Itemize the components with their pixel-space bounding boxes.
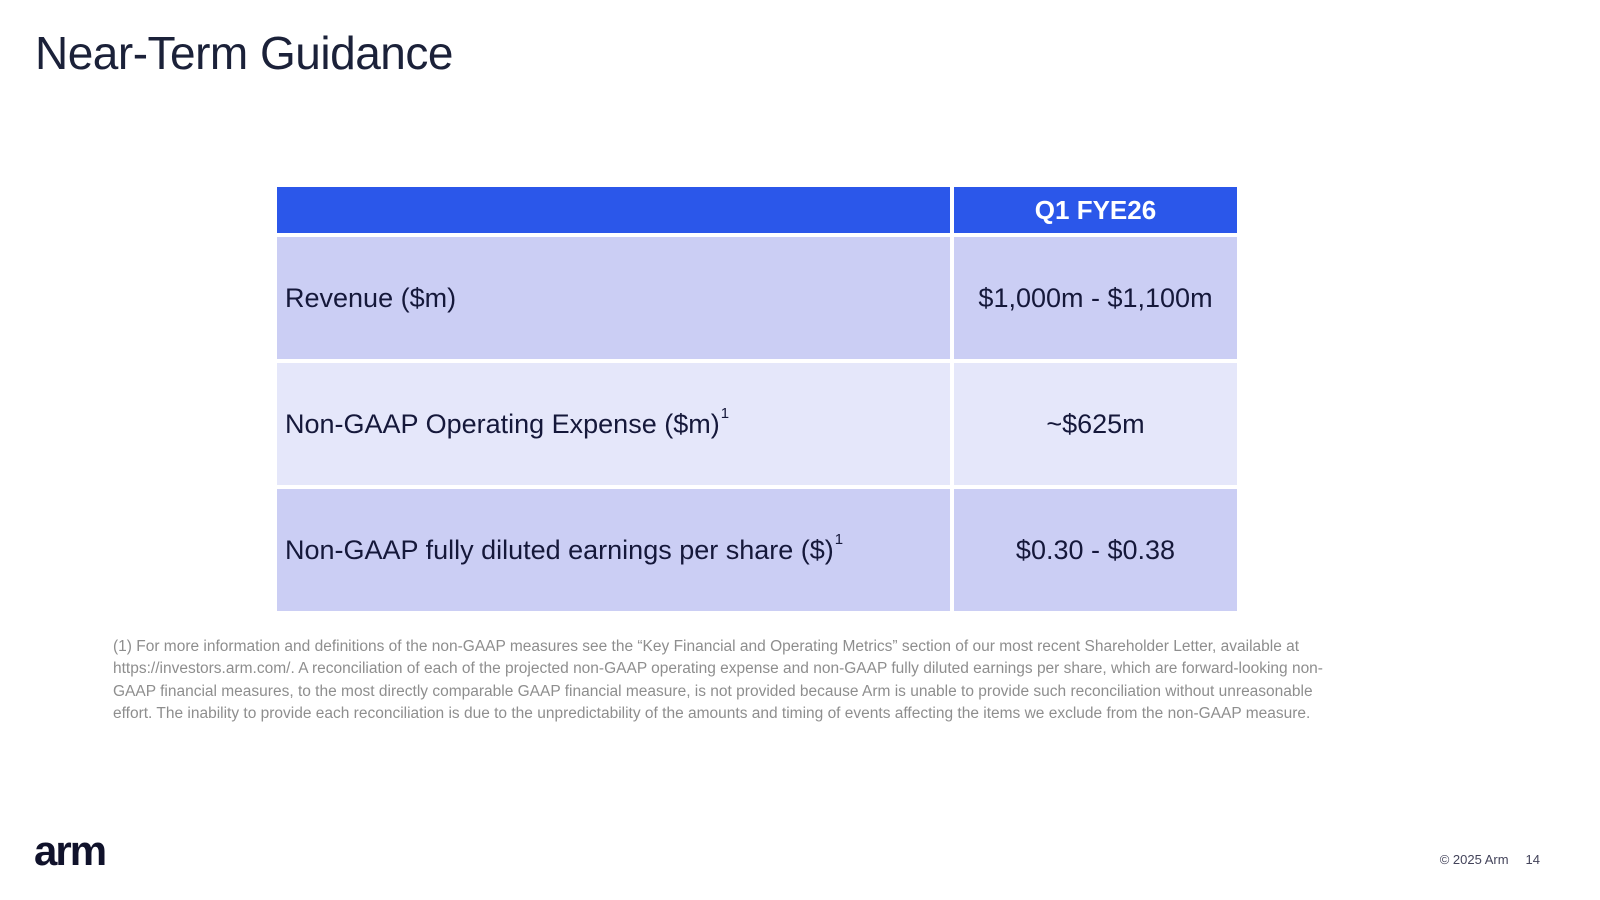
page-number: 14 bbox=[1525, 852, 1540, 867]
table-row-opex: Non-GAAP Operating Expense ($m) 1 ~$625m bbox=[277, 363, 1237, 485]
row-value-cell: $0.30 - $0.38 bbox=[950, 489, 1237, 611]
row-label-cell: Non-GAAP fully diluted earnings per shar… bbox=[277, 489, 950, 611]
table-header-empty-cell bbox=[277, 187, 950, 233]
slide-footer: © 2025 Arm 14 bbox=[1440, 852, 1540, 867]
arm-logo: arm bbox=[34, 827, 107, 874]
table-row-revenue: Revenue ($m) $1,000m - $1,100m bbox=[277, 237, 1237, 359]
footnote-text: (1) For more information and definitions… bbox=[113, 638, 1323, 723]
row-value-cell: $1,000m - $1,100m bbox=[950, 237, 1237, 359]
row-value: $1,000m - $1,100m bbox=[978, 282, 1213, 313]
table-header-row: Q1 FYE26 bbox=[277, 187, 1237, 233]
row-label-cell: Non-GAAP Operating Expense ($m) 1 bbox=[277, 363, 950, 485]
row-label-cell: Revenue ($m) bbox=[277, 237, 950, 359]
row-value: ~$625m bbox=[1046, 408, 1145, 439]
row-value: $0.30 - $0.38 bbox=[1015, 534, 1176, 565]
footnote-marker: 1 bbox=[720, 404, 730, 422]
guidance-table: Q1 FYE26 Revenue ($m) $1,000m - $1,100m … bbox=[277, 187, 1237, 611]
table-row-eps: Non-GAAP fully diluted earnings per shar… bbox=[277, 489, 1237, 611]
row-value-cell: ~$625m bbox=[950, 363, 1237, 485]
copyright-text: © 2025 Arm bbox=[1439, 852, 1509, 867]
row-label: Revenue ($m) bbox=[285, 282, 457, 313]
footnote-marker: 1 bbox=[834, 530, 844, 548]
page-title: Near-Term Guidance bbox=[35, 27, 453, 79]
column-header-label: Q1 FYE26 bbox=[1034, 194, 1157, 225]
row-label: Non-GAAP fully diluted earnings per shar… bbox=[285, 534, 834, 565]
row-label: Non-GAAP Operating Expense ($m) bbox=[285, 408, 720, 439]
table-header-cell: Q1 FYE26 bbox=[950, 187, 1237, 233]
